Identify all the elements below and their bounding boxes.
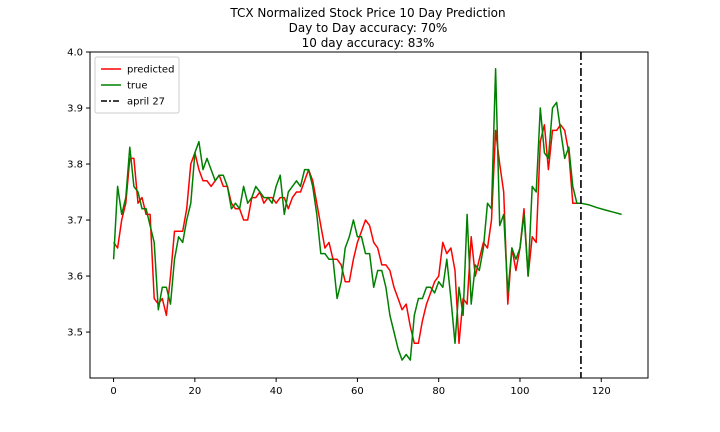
x-tick-label: 100 bbox=[510, 386, 529, 397]
axes: 0 20 40 60 80 100 120 3.5 3.6 3.7 3.8 3.9 4.0 bbox=[67, 48, 649, 397]
title-line-2: Day to Day accuracy: 70% bbox=[289, 21, 448, 35]
plot-area bbox=[112, 52, 622, 378]
series-line-predicted bbox=[112, 124, 581, 345]
legend-label-true: true bbox=[127, 81, 148, 92]
y-tick-label: 3.8 bbox=[67, 160, 83, 171]
x-tick-label: 60 bbox=[351, 386, 364, 397]
x-tick-label: 80 bbox=[432, 386, 445, 397]
y-tick-label: 3.5 bbox=[67, 328, 83, 339]
series-line-true bbox=[112, 68, 581, 361]
x-tick-label: 20 bbox=[188, 386, 201, 397]
x-tick-label: 0 bbox=[110, 386, 116, 397]
y-tick-label: 4.0 bbox=[67, 48, 83, 59]
y-tick-label: 3.9 bbox=[67, 104, 83, 115]
x-tick-label: 40 bbox=[270, 386, 283, 397]
legend-label-predicted: predicted bbox=[127, 65, 174, 76]
y-tick-label: 3.6 bbox=[67, 272, 83, 283]
title-line-3: 10 day accuracy: 83% bbox=[302, 36, 435, 50]
title-line-1: TCX Normalized Stock Price 10 Day Predic… bbox=[229, 6, 505, 20]
x-tick-label: 120 bbox=[592, 386, 611, 397]
legend-box bbox=[94, 56, 180, 114]
series-line-forecast bbox=[580, 202, 622, 216]
chart-title: TCX Normalized Stock Price 10 Day Predic… bbox=[229, 6, 505, 50]
plot-frame bbox=[89, 51, 649, 379]
legend: predicted true april 27 bbox=[94, 56, 180, 114]
y-tick-label: 3.7 bbox=[67, 216, 83, 227]
legend-label-april-27: april 27 bbox=[127, 97, 165, 108]
